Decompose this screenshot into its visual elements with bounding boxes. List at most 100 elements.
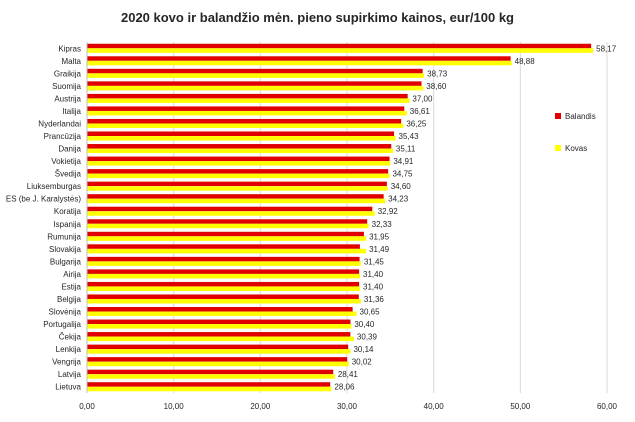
data-label: 31,40: [363, 270, 384, 279]
data-label: 31,95: [369, 232, 390, 241]
data-label: 31,45: [364, 257, 385, 266]
category-label: Švedija: [55, 170, 82, 179]
data-label: 34,60: [391, 182, 412, 191]
category-label: Prancūzija: [44, 132, 82, 141]
bar-kovas: [87, 386, 332, 392]
bar-balandis: [87, 382, 331, 387]
category-label: ES (be J. Karalystės): [6, 195, 81, 204]
data-label: 31,49: [369, 245, 390, 254]
x-tick-label: 20,00: [250, 402, 271, 411]
legend-swatch: [555, 145, 561, 151]
bar-kovas: [87, 374, 335, 379]
bar-kovas: [87, 311, 357, 317]
bar-kovas: [87, 248, 367, 254]
data-label: 48,88: [515, 57, 536, 66]
bar-balandis: [87, 269, 360, 274]
category-label: Graikija: [54, 69, 82, 78]
bar-kovas: [87, 324, 352, 329]
bar-balandis: [87, 369, 334, 375]
bar-balandis: [87, 81, 422, 86]
data-label: 31,36: [364, 295, 385, 304]
bar-balandis: [87, 307, 353, 312]
bar-balandis: [87, 281, 360, 287]
category-label: Vokietija: [51, 157, 81, 166]
bar-kovas: [87, 349, 351, 354]
bar-kovas: [87, 236, 367, 241]
bar-balandis: [87, 118, 402, 124]
data-label: 32,92: [378, 207, 399, 216]
legend-label: Kovas: [565, 144, 587, 153]
bar-kovas: [87, 98, 410, 103]
data-label: 28,41: [338, 370, 359, 379]
bar-kovas: [87, 60, 512, 66]
bar-kovas: [87, 261, 361, 266]
bar-balandis: [87, 68, 423, 74]
bar-balandis: [87, 319, 351, 325]
bar-kovas: [87, 361, 349, 367]
bar-balandis: [87, 332, 351, 337]
bar-kovas: [87, 148, 393, 154]
bar-kovas: [87, 273, 360, 279]
bar-balandis: [87, 56, 511, 61]
data-label: 30,40: [354, 320, 375, 329]
data-label: 58,17: [596, 44, 617, 53]
bar-balandis: [87, 256, 360, 262]
data-label: 30,02: [352, 358, 373, 367]
chart-title: 2020 kovo ir balandžio mėn. pieno supirk…: [120, 10, 514, 25]
bar-balandis: [87, 43, 592, 49]
bar-balandis: [87, 93, 408, 99]
category-label: Portugalija: [43, 320, 81, 329]
data-label: 31,40: [363, 282, 384, 291]
bar-balandis: [87, 219, 368, 224]
data-label: 36,25: [406, 119, 427, 128]
data-label: 30,14: [353, 345, 374, 354]
x-tick-label: 40,00: [424, 402, 445, 411]
bar-balandis: [87, 181, 387, 187]
data-label: 37,00: [412, 94, 433, 103]
data-label: 34,75: [392, 170, 413, 179]
bar-kovas: [87, 85, 424, 91]
bar-kovas: [87, 48, 594, 53]
bar-kovas: [87, 211, 375, 216]
bar-kovas: [87, 286, 360, 291]
bar-kovas: [87, 110, 407, 116]
bar-balandis: [87, 206, 373, 212]
bar-balandis: [87, 156, 390, 162]
data-label: 32,33: [372, 220, 393, 229]
bar-kovas: [87, 223, 369, 229]
data-label: 36,61: [410, 107, 431, 116]
data-label: 35,43: [399, 132, 420, 141]
category-label: Malta: [61, 57, 81, 66]
category-label: Rumunija: [47, 232, 81, 241]
data-label: 38,73: [427, 69, 448, 78]
category-label: Latvija: [58, 370, 82, 379]
bar-kovas: [87, 173, 390, 179]
category-label: Belgija: [57, 295, 82, 304]
bar-balandis: [87, 106, 405, 111]
bar-kovas: [87, 186, 388, 191]
bar-balandis: [87, 344, 349, 350]
bar-kovas: [87, 73, 425, 78]
category-label: Suomija: [52, 82, 81, 91]
category-label: Italija: [62, 107, 81, 116]
category-label: Nyderlandai: [38, 119, 81, 128]
x-tick-label: 50,00: [510, 402, 531, 411]
data-label: 30,39: [357, 333, 378, 342]
category-label: Danija: [58, 145, 81, 154]
data-label: 38,60: [426, 82, 447, 91]
bar-kovas: [87, 136, 396, 141]
category-label: Kipras: [58, 44, 81, 53]
bar-balandis: [87, 144, 392, 149]
category-label: Ispanija: [53, 220, 81, 229]
category-label: Slovakija: [49, 245, 82, 254]
category-label: Vengrija: [52, 358, 81, 367]
bar-balandis: [87, 169, 389, 174]
legend-label: Balandis: [565, 112, 596, 121]
data-label: 34,91: [393, 157, 414, 166]
category-label: Lietuva: [55, 383, 81, 392]
bar-kovas: [87, 298, 361, 304]
category-label: Bulgarija: [50, 257, 82, 266]
data-label: 34,23: [388, 195, 409, 204]
bar-kovas: [87, 161, 391, 166]
